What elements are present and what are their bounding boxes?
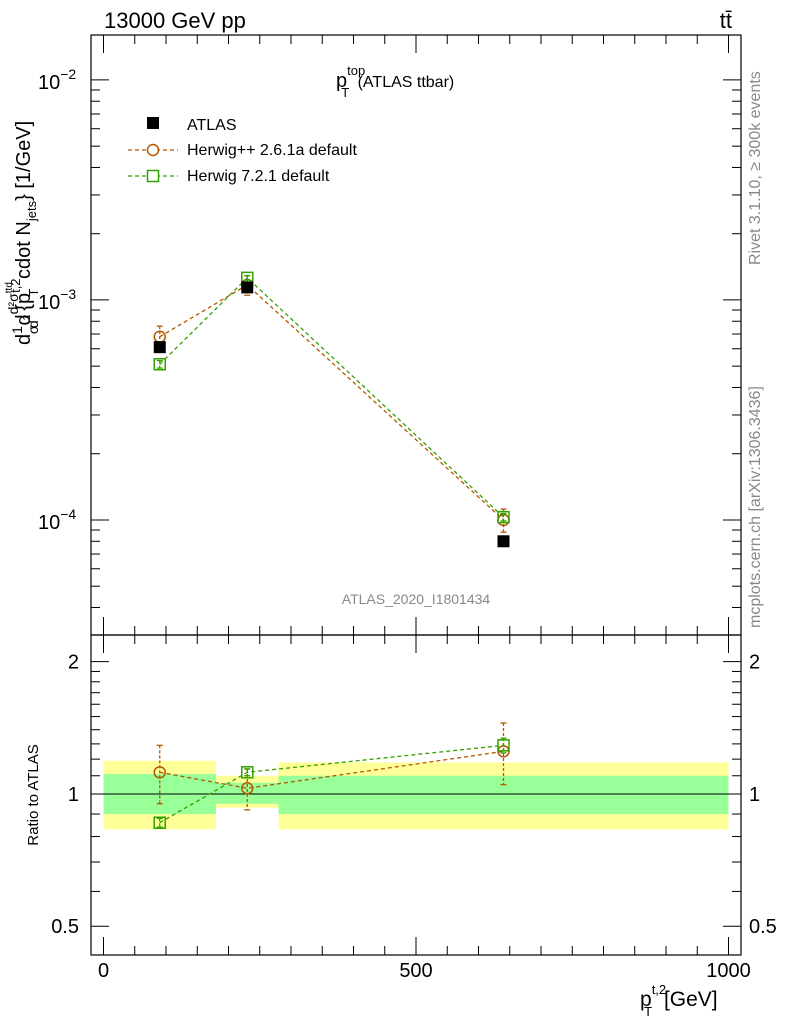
uncertainty-band-inner	[278, 775, 729, 815]
main-y-tick-label: 10−2	[38, 66, 76, 94]
main-y-tick-label: 10−4	[38, 506, 76, 534]
ratio-herwigpp-line	[159, 750, 504, 789]
legend-label-herwig7: Herwig 7.2.1 default	[187, 168, 330, 185]
herwig7-point	[497, 510, 510, 524]
ratio-y-tick-label-right: 2	[749, 652, 760, 674]
process-label: tt̄	[720, 8, 732, 33]
ratio-herwig7-point	[241, 766, 254, 779]
ratio-y-tick-label-right: 1	[749, 784, 760, 806]
ratio-herwigpp-point	[241, 782, 254, 795]
x-tick-label: 500	[399, 960, 432, 982]
ratio-plot-panel: 0.5 0.5 1 1 2 2 0 500 1000 Ratio to ATLAS pt,2 T…	[25, 634, 777, 1019]
analysis-id-label: ATLAS_2020_I1801434	[342, 591, 491, 607]
x-axis-label: pt,2 T [GeV]	[640, 982, 718, 1019]
legend-marker-herwigpp	[146, 143, 160, 157]
main-y-tick-label: 10−3	[38, 286, 76, 314]
main-y-axis-label: d1σdd²σttdd2{pt,2 T cdot Njets} [1/GeV]	[4, 121, 41, 345]
rivet-version-label: Rivet 3.1.10, ≥ 300k events	[747, 71, 764, 265]
atlas-data-point	[497, 535, 510, 548]
svg-text:d1σdd²σttdd2{pt,2T cdot Njets}: d1σdd²σttdd2{pt,2 T cdot Njets} [1/GeV]	[4, 121, 41, 345]
legend-label-atlas: ATLAS	[187, 117, 237, 134]
herwig7-point	[153, 358, 166, 371]
ratio-y-axis-label: Ratio to ATLAS	[25, 744, 42, 845]
x-tick-label: 1000	[706, 960, 751, 982]
atlas-data-point	[153, 341, 166, 354]
ratio-herwig7-point	[497, 739, 510, 752]
legend-marker-atlas	[147, 117, 159, 129]
ratio-herwig7-line	[159, 744, 504, 824]
ratio-y-tick-label-left: 1	[68, 784, 79, 806]
legend: ATLAS Herwig++ 2.6.1a default Herwig 7.2…	[128, 117, 357, 185]
plot-title: ptop T (ATLAS ttbar)	[336, 63, 454, 100]
atlas-data-point	[241, 281, 254, 294]
x-tick-label: 0	[98, 960, 109, 982]
herwigpp-line	[159, 284, 504, 521]
legend-marker-herwig7	[146, 169, 160, 183]
ratio-y-tick-label-left: 0.5	[51, 916, 79, 938]
collision-label: 13000 GeV pp	[104, 8, 246, 33]
ratio-herwig7-point	[153, 816, 166, 829]
mcplots-label: mcplots.cern.ch [arXiv:1306.3436]	[747, 386, 764, 628]
main-plot-panel: 10−2 10−3 10−4 ptop T (ATLAS ttbar) ATLAS H…	[4, 34, 742, 636]
ratio-y-tick-label-right: 0.5	[749, 916, 777, 938]
legend-label-herwigpp: Herwig++ 2.6.1a default	[187, 142, 357, 159]
herwig7-line	[159, 276, 504, 518]
ratio-y-tick-label-left: 2	[68, 652, 79, 674]
ratio-herwigpp-point	[153, 766, 166, 779]
